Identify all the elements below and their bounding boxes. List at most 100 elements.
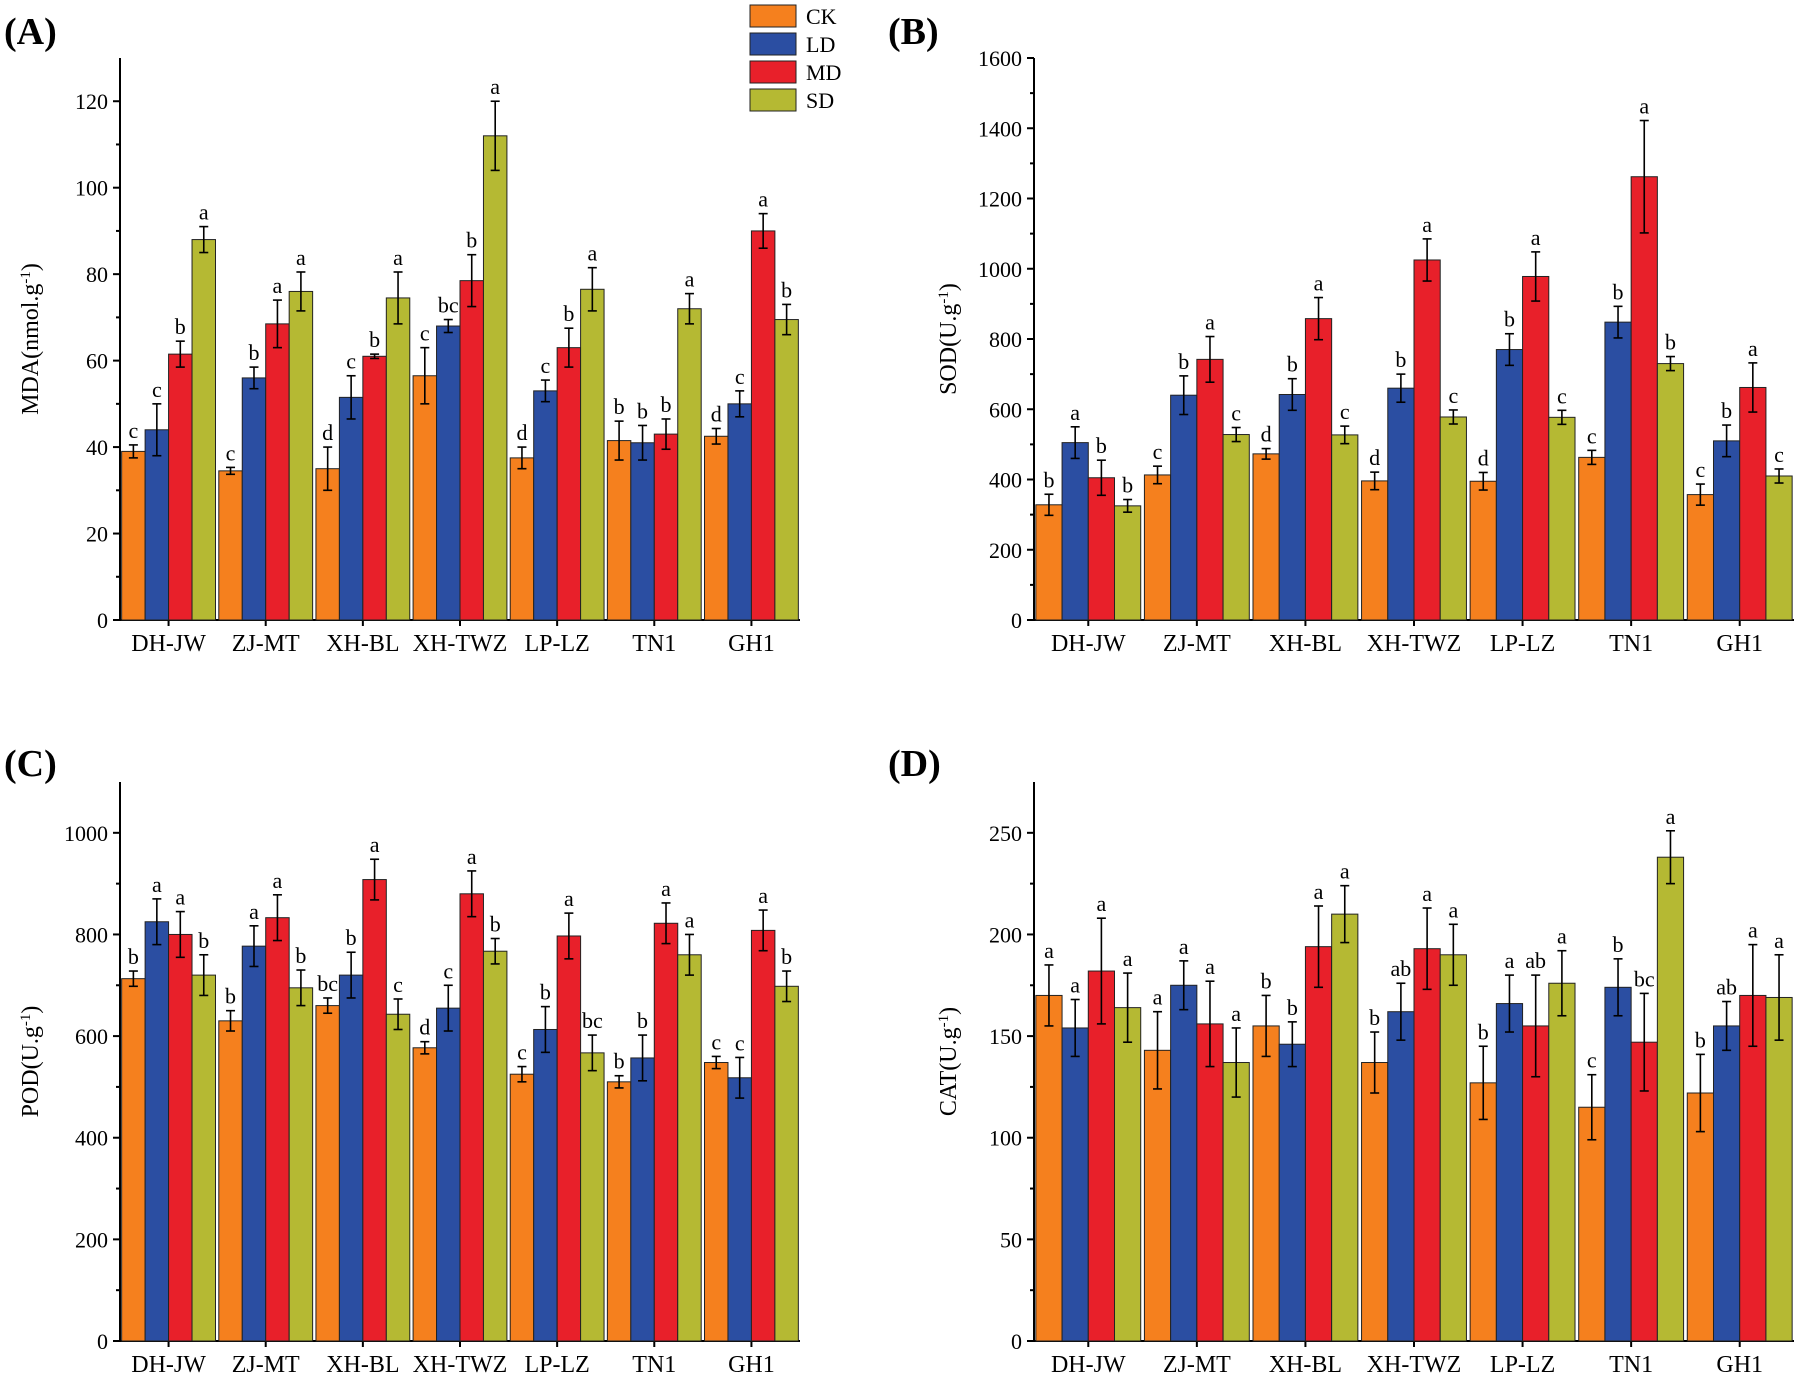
significance-letter: a [393,245,403,270]
x-category-label: XH-TWZ [1367,631,1462,657]
x-category-label: XH-BL [326,1352,399,1378]
bar-sd [482,135,508,621]
bar-sd [1765,475,1793,621]
x-category-label: GH1 [728,631,775,657]
significance-letter: a [1179,934,1189,959]
x-category-label: TN1 [632,631,676,657]
significance-letter: b [781,277,792,302]
bar-md [1087,477,1116,621]
significance-letter: a [249,899,259,924]
legend-label-sd: SD [806,88,834,113]
significance-letter: b [563,301,574,326]
significance-letter: a [1422,212,1432,237]
significance-letter: a [1557,924,1567,949]
y-axis-title-close: ) [18,1006,44,1014]
significance-letter: a [273,868,283,893]
chart-panel-b: (B) 0 200 400 600 800 1000 1200 1400 1600 SOD(U.g-… [888,11,1794,657]
significance-letter: bc [438,293,459,318]
bar-ck [1361,1062,1389,1342]
significance-letter: a [1231,1001,1241,1026]
bar-md [750,929,776,1342]
significance-letter: b [128,944,139,969]
panel-label: (A) [4,11,57,53]
bar-ck [704,1062,729,1342]
bar-ld [727,403,752,621]
y-tick-label: 0 [1011,608,1022,633]
bar-md [750,230,776,621]
bar-sd [1222,1062,1250,1342]
bar-ld [727,1077,752,1342]
significance-letter: b [1178,349,1189,374]
chart-panel-d: (D)050100150200250CAT(U.g-1)DH-JWaaaaZJ-… [888,743,1794,1378]
bar-md [1739,994,1767,1342]
significance-letter: b [1287,352,1298,377]
bar-sd [191,239,216,621]
bar-ld [436,1007,461,1342]
significance-letter: a [1314,879,1324,904]
significance-letter: a [370,832,380,857]
bar-ld [630,1057,655,1342]
y-tick-label: 120 [75,89,108,114]
significance-letter: a [490,74,500,99]
y-axis-title-superscript: -1 [936,1015,952,1028]
y-tick-label: 0 [97,1329,108,1354]
bar-ck [412,1047,438,1342]
significance-letter: c [152,377,162,402]
bar-md [1304,946,1333,1342]
significance-letter: a [175,885,185,910]
significance-letter: a [1422,881,1432,906]
significance-letter: b [1721,398,1732,423]
y-tick-label: 1000 [64,821,108,846]
significance-letter: ab [1716,975,1737,1000]
y-axis-title-superscript: -1 [18,1014,34,1027]
bar-ld [1495,349,1524,621]
bar-ld [338,396,364,621]
bar-md [459,280,484,621]
bar-md [1739,386,1767,621]
significance-letter: b [490,912,501,937]
significance-letter: b [614,1049,625,1074]
bar-ld [1604,986,1632,1342]
significance-letter: a [685,907,695,932]
legend-swatch-ck [749,4,797,28]
bar-ld [630,442,655,621]
bar-md [1522,275,1550,621]
significance-letter: bc [1634,966,1655,991]
bar-ld [144,921,170,1342]
legend-label-md: MD [806,60,841,85]
y-tick-label: 100 [75,176,108,201]
significance-letter: a [1748,918,1758,943]
bar-ck [1361,480,1389,621]
significance-letter: d [1478,445,1489,470]
significance-letter: c [1340,399,1350,424]
significance-letter: b [225,984,236,1009]
bar-ck [218,1020,243,1342]
significance-letter: a [661,876,671,901]
significance-letter: a [758,883,768,908]
x-category-label: TN1 [1609,631,1653,657]
significance-letter: c [226,440,236,465]
bar-ld [1278,393,1306,621]
x-category-label: GH1 [728,1352,775,1378]
bar-ld [533,1028,558,1342]
bar-md [168,353,193,621]
x-category-label: LP-LZ [1490,631,1555,657]
significance-letter: c [128,418,138,443]
significance-letter: b [295,943,306,968]
significance-letter: a [1639,94,1649,119]
y-tick-label: 20 [86,522,108,547]
bar-sd [580,288,605,621]
significance-letter: b [637,1008,648,1033]
significance-letter: b [1395,347,1406,372]
significance-letter: a [1531,225,1541,250]
x-category-label: DH-JW [131,1352,206,1378]
significance-letter: b [1287,995,1298,1020]
significance-letter: a [152,872,162,897]
significance-letter: b [1504,307,1515,332]
y-axis-title: SOD(U.g-1) [936,283,962,395]
bar-md [1413,259,1441,621]
significance-letter: c [1231,401,1241,426]
bar-ck [1686,1092,1714,1342]
significance-letter: a [1123,946,1133,971]
x-category-label: GH1 [1716,631,1763,657]
